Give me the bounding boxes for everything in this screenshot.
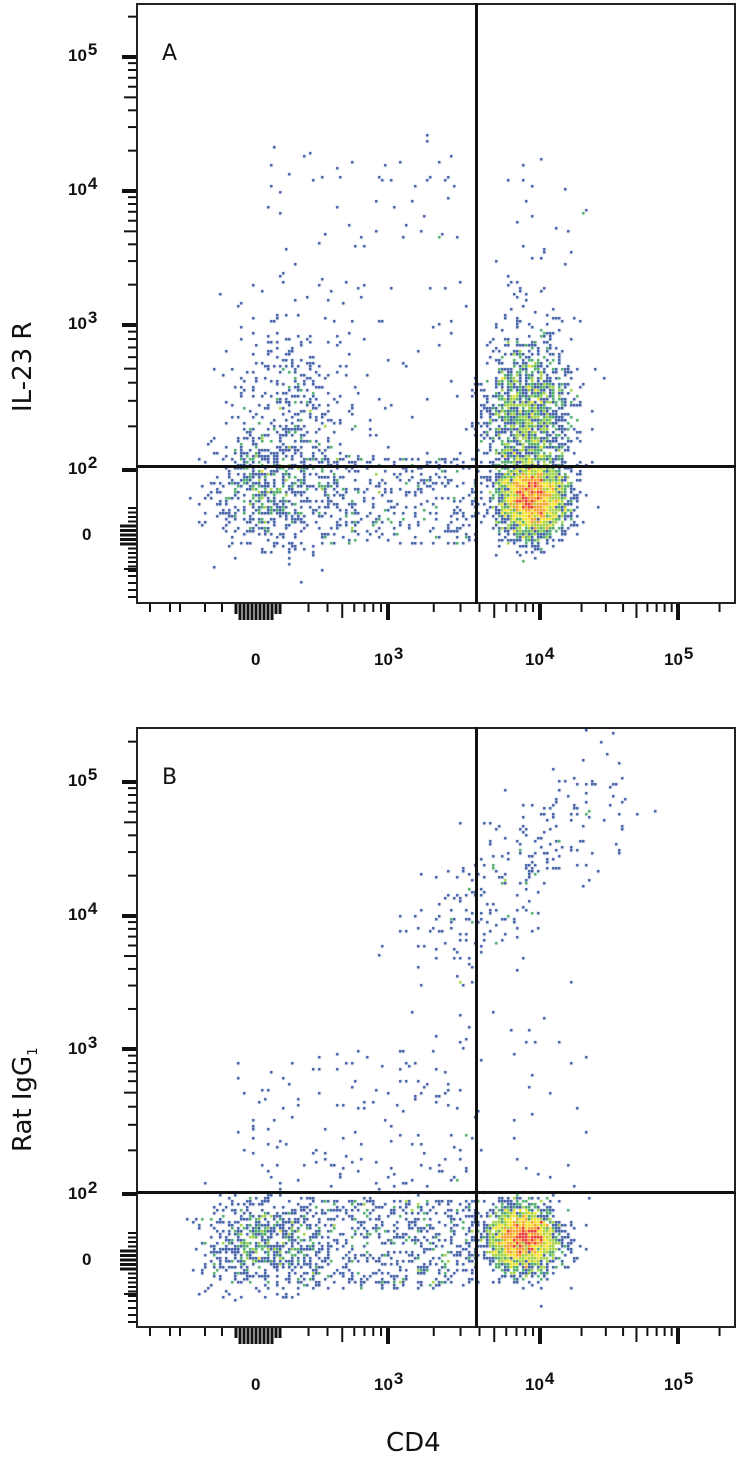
y-tick-label: 105: [68, 765, 98, 790]
y-tick-label: 105: [68, 40, 98, 65]
x-tick-label: 103: [374, 1369, 404, 1394]
x-tick-label: 105: [664, 644, 694, 669]
y-axis-title-b-text: Rat IgG: [8, 1055, 38, 1152]
scatter-plot-a: [138, 5, 734, 602]
y-tick-label: 102: [68, 1178, 98, 1203]
panel-label-b: B: [162, 765, 178, 790]
y-tick-label: 104: [68, 899, 98, 924]
x-tick-label: 0: [251, 1375, 261, 1394]
x-tick-label: 103: [374, 644, 404, 669]
panel-a: IL-23 R A 105 104 103 102 0 0 103 104 10…: [0, 0, 738, 700]
axis-ticks-a: [120, 15, 721, 620]
x-tick-label: 0: [251, 650, 261, 669]
x-tick-label: 105: [664, 1369, 694, 1394]
y-tick-label: 0: [82, 525, 92, 544]
y-tick-label: 103: [68, 1033, 98, 1058]
quadrant-gate-horizontal-b[interactable]: [136, 1191, 736, 1194]
quadrant-gate-horizontal-a[interactable]: [136, 465, 736, 468]
scatter-plot-b: [138, 729, 734, 1326]
plot-frame-a: A: [136, 3, 736, 604]
x-tick-label: 104: [525, 1369, 555, 1394]
y-tick-label: 103: [68, 308, 98, 333]
y-axis-title-b-subscript: 1: [26, 1047, 42, 1056]
y-tick-label: 102: [68, 453, 98, 478]
plot-frame-b: B: [136, 727, 736, 1328]
x-tick-label: 104: [525, 644, 555, 669]
x-axis-title: CD4: [386, 1428, 441, 1458]
panel-label-a: A: [162, 41, 178, 66]
y-tick-label: 104: [68, 174, 98, 199]
y-tick-label: 0: [82, 1250, 92, 1269]
quadrant-gate-vertical-a[interactable]: [475, 3, 478, 604]
quadrant-gate-vertical-b[interactable]: [475, 727, 478, 1328]
y-axis-title-b: Rat IgG1: [8, 1048, 41, 1153]
